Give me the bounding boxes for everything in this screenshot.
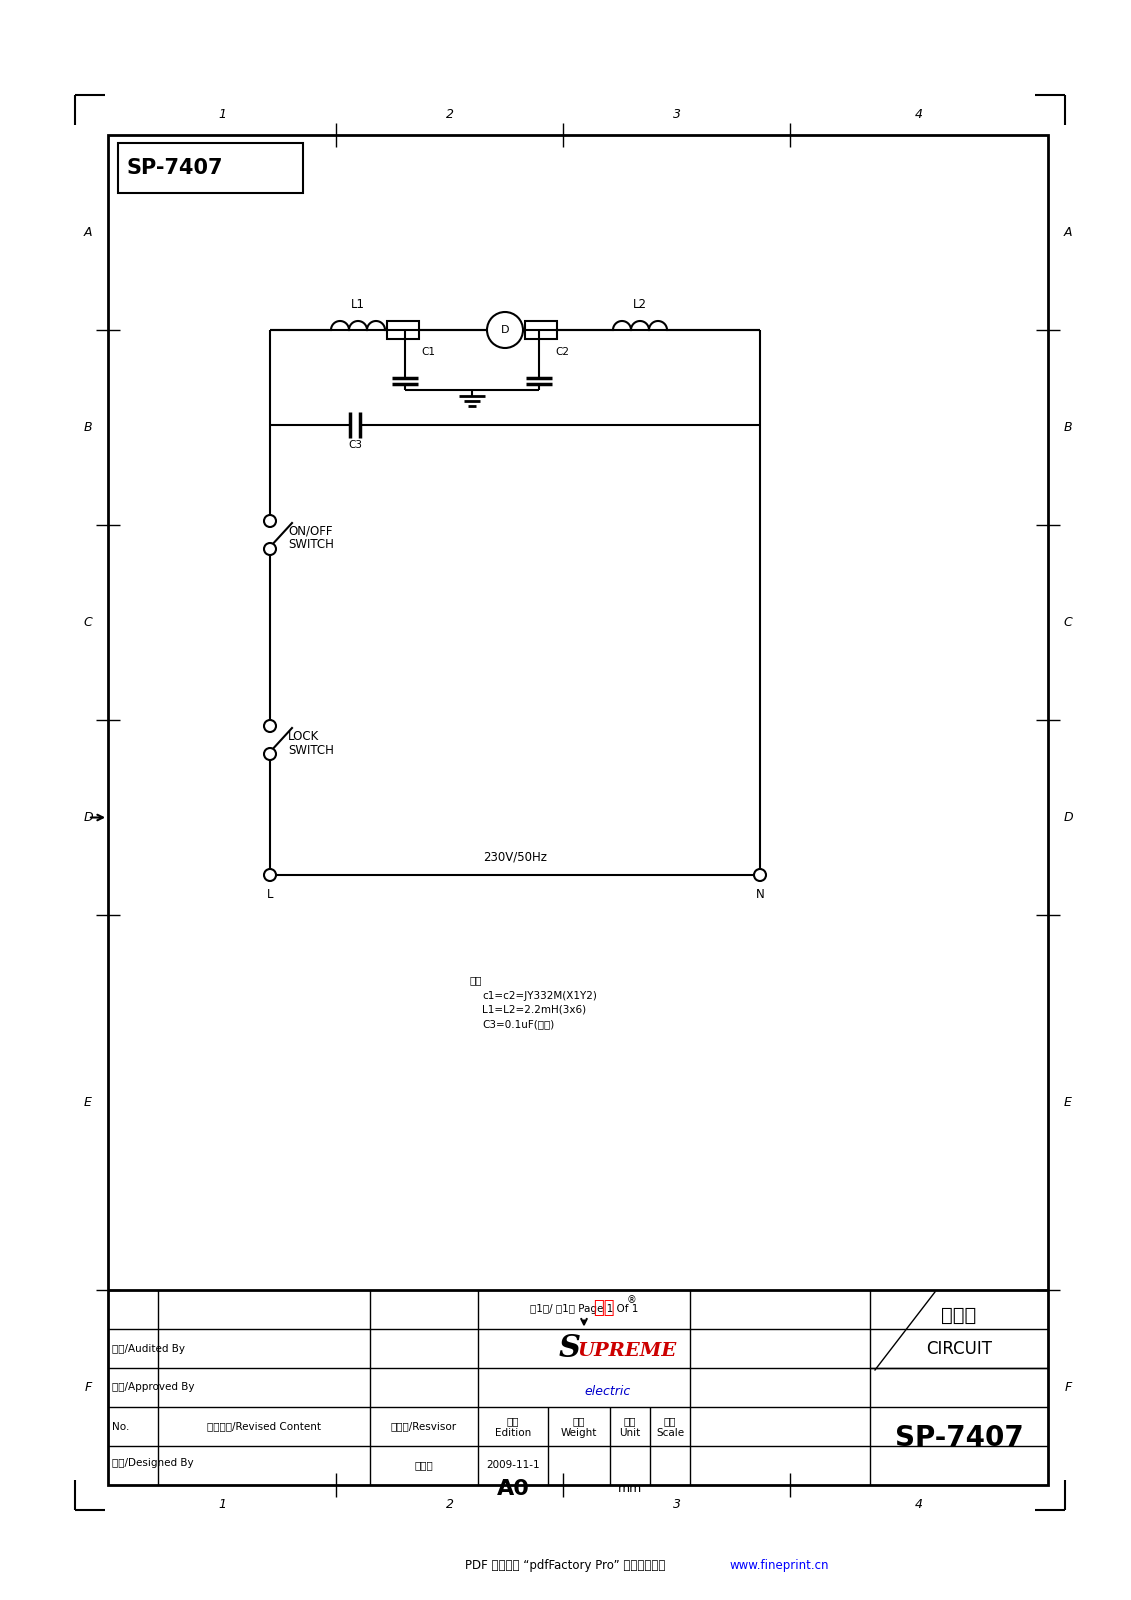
Text: SP-7407: SP-7407	[126, 158, 223, 178]
Text: PDF 文件使用 “pdfFactory Pro” 试用版本创建: PDF 文件使用 “pdfFactory Pro” 试用版本创建	[465, 1558, 665, 1571]
Text: www.fineprint.cn: www.fineprint.cn	[729, 1558, 829, 1571]
Text: N: N	[756, 888, 765, 901]
Text: 1: 1	[218, 1499, 226, 1512]
Text: C1: C1	[421, 347, 435, 357]
Text: F: F	[1064, 1381, 1072, 1394]
Text: 谢学华: 谢学华	[415, 1461, 433, 1470]
Text: 2: 2	[446, 1499, 454, 1512]
Text: A: A	[84, 226, 93, 238]
Text: 2009-11-1: 2009-11-1	[486, 1461, 539, 1470]
Text: C2: C2	[555, 347, 569, 357]
Text: A0: A0	[497, 1478, 529, 1499]
Text: S: S	[559, 1333, 581, 1363]
Text: CIRCUIT: CIRCUIT	[926, 1339, 992, 1357]
Circle shape	[264, 720, 276, 733]
Text: E: E	[84, 1096, 92, 1109]
Text: Unit: Unit	[620, 1427, 640, 1437]
Text: electric: electric	[584, 1386, 630, 1398]
Bar	[525, 322, 556, 339]
Text: D: D	[84, 811, 93, 824]
Text: 4: 4	[915, 1499, 923, 1512]
Text: 2: 2	[446, 109, 454, 122]
Text: Edition: Edition	[495, 1427, 532, 1437]
Text: E: E	[1064, 1096, 1072, 1109]
Text: No.: No.	[112, 1421, 129, 1432]
Text: 单位: 单位	[624, 1416, 637, 1427]
Bar	[107, 134, 1048, 1485]
Bar	[387, 322, 418, 339]
Text: 重量: 重量	[572, 1416, 585, 1427]
Text: Scale: Scale	[656, 1427, 684, 1437]
Text: ®: ®	[627, 1294, 637, 1306]
Text: c1=c2=JY332M(X1Y2): c1=c2=JY332M(X1Y2)	[482, 990, 597, 1002]
Circle shape	[264, 869, 276, 882]
Text: D: D	[1063, 811, 1073, 824]
Text: 版本: 版本	[507, 1416, 519, 1427]
Text: L1=L2=2.2mH(3x6): L1=L2=2.2mH(3x6)	[482, 1005, 586, 1014]
Text: 审核/Audited By: 审核/Audited By	[112, 1344, 185, 1354]
Text: D: D	[501, 325, 509, 334]
Text: L: L	[267, 888, 274, 901]
Text: A: A	[1064, 226, 1072, 238]
Text: B: B	[1063, 421, 1072, 434]
Text: SWITCH: SWITCH	[288, 744, 334, 757]
Text: C3=0.1uF(黄色): C3=0.1uF(黄色)	[482, 1019, 554, 1029]
Text: 1: 1	[218, 109, 226, 122]
Text: 批准/Approved By: 批准/Approved By	[112, 1382, 195, 1392]
Text: 设计/Designed By: 设计/Designed By	[112, 1458, 193, 1467]
Circle shape	[264, 515, 276, 526]
Text: 3: 3	[673, 1499, 681, 1512]
Text: LOCK: LOCK	[288, 730, 319, 742]
Text: SWITCH: SWITCH	[288, 539, 334, 552]
Text: ON/OFF: ON/OFF	[288, 525, 333, 538]
Text: 比例: 比例	[664, 1416, 676, 1427]
Text: 电路图: 电路图	[941, 1306, 977, 1325]
Text: C: C	[84, 616, 93, 629]
Circle shape	[264, 542, 276, 555]
Text: L2: L2	[633, 299, 647, 312]
Circle shape	[264, 749, 276, 760]
Text: 修订者/Resvisor: 修订者/Resvisor	[391, 1421, 457, 1432]
Text: 4: 4	[915, 109, 923, 122]
Text: L1: L1	[351, 299, 365, 312]
Text: UPREME: UPREME	[577, 1341, 676, 1360]
Text: F: F	[85, 1381, 92, 1394]
Circle shape	[754, 869, 766, 882]
Bar	[118, 142, 303, 194]
Text: SP-7407: SP-7407	[895, 1424, 1024, 1453]
Text: 3: 3	[673, 109, 681, 122]
Text: C3: C3	[348, 440, 362, 450]
Text: 兆利: 兆利	[594, 1299, 615, 1317]
Text: 注：: 注：	[470, 974, 483, 986]
Text: C: C	[1063, 616, 1072, 629]
Text: 第1页/ 共1页 Page 1 Of 1: 第1页/ 共1页 Page 1 Of 1	[529, 1304, 638, 1315]
Text: 230V/50Hz: 230V/50Hz	[483, 851, 547, 864]
Text: 修订内容/Revised Content: 修订内容/Revised Content	[207, 1421, 321, 1432]
Text: Weight: Weight	[561, 1427, 597, 1437]
Circle shape	[487, 312, 523, 349]
Text: mm: mm	[618, 1483, 642, 1496]
Text: B: B	[84, 421, 93, 434]
